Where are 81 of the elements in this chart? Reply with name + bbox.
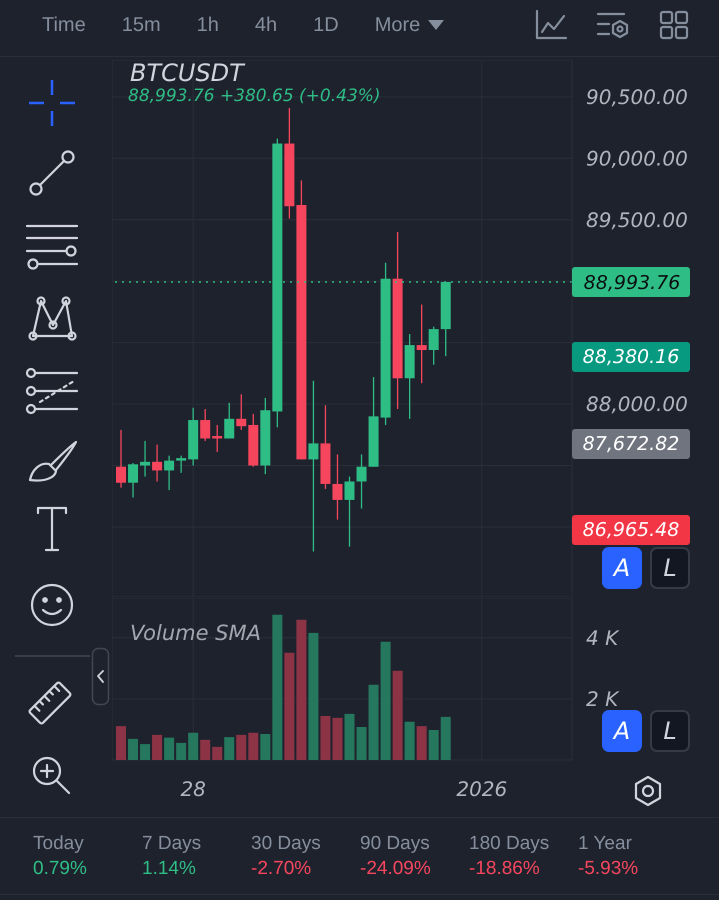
toggle-button: A [602, 710, 642, 752]
bar [380, 642, 391, 760]
bar [404, 722, 415, 760]
candlestick [200, 408, 210, 442]
candlestick [236, 394, 246, 431]
candlestick [176, 455, 186, 474]
candlestick [140, 440, 150, 478]
bar [176, 742, 186, 760]
bar [320, 716, 330, 760]
bar [440, 716, 451, 760]
bar [416, 726, 427, 760]
bar [260, 734, 270, 760]
bar [248, 732, 258, 760]
bar [224, 737, 234, 760]
toggle-button: L [650, 710, 690, 752]
category-label: 30 Days [251, 832, 321, 856]
category-label: Today [33, 832, 85, 856]
y-tick-label: 2 K [586, 686, 620, 711]
bar [332, 718, 342, 760]
bar [284, 652, 294, 760]
candlestick [308, 380, 318, 552]
candlestick [152, 444, 162, 482]
candlestick [356, 454, 367, 510]
bar [116, 726, 126, 760]
x-tick-label: 2026 [456, 777, 508, 802]
category-label: 180 Days [469, 832, 550, 856]
price-tag: 86,965.48 [572, 515, 690, 545]
data-label: 0.79% [33, 857, 87, 881]
toggle-button: L [650, 547, 690, 589]
y-tick-label: 90,500.00 [586, 84, 688, 109]
text: 88,993.76 +380.65 (+0.43%) [128, 86, 381, 106]
bar [344, 714, 355, 760]
x-tick-label: 28 [180, 777, 206, 802]
candlestick [164, 455, 174, 491]
bar [356, 726, 367, 760]
category-label: 90 Days [360, 832, 431, 856]
bar [140, 744, 150, 760]
bar [308, 632, 318, 760]
toggle-button: A [602, 547, 642, 589]
text: 1h [196, 14, 219, 36]
data-label: 1.14% [142, 857, 197, 881]
candlestick [416, 304, 427, 384]
bar [296, 620, 306, 760]
candlestick [212, 424, 222, 453]
data-label: -2.70% [251, 857, 312, 881]
candlestick [428, 326, 439, 366]
text: 4h [254, 14, 278, 36]
bar [428, 730, 439, 760]
bar [164, 738, 174, 760]
text: Time [42, 14, 86, 36]
bar [392, 670, 403, 760]
bar [128, 738, 138, 760]
bar [236, 734, 246, 760]
y-tick-label: 88,000.00 [586, 392, 688, 416]
price-tag: 87,672.82 [572, 428, 690, 458]
price-tag: 88,380.16 [572, 342, 690, 372]
text: 15m [122, 14, 161, 36]
bar [212, 746, 222, 760]
bar [200, 740, 210, 760]
data-label: -24.09% [360, 857, 431, 881]
y-tick-label: 4 K [586, 626, 620, 650]
bar [188, 732, 198, 760]
category-label: 7 Days [142, 832, 202, 856]
candlestick [224, 402, 234, 440]
data-label: -5.93% [578, 857, 638, 881]
y-tick-label: 90,000.00 [586, 146, 688, 170]
candlestick [344, 476, 355, 548]
text: 1D [313, 14, 339, 36]
candlestick [332, 454, 342, 520]
bar [272, 614, 282, 760]
bar [152, 734, 162, 760]
chart-title: BTCUSDT [130, 59, 244, 87]
data-label: -18.86% [469, 857, 541, 881]
ref-line-label: 88,993.76 [584, 272, 680, 294]
candlestick [116, 429, 126, 488]
y-tick-label: 89,500.00 [586, 208, 688, 232]
candlestick [128, 462, 138, 498]
category-label: 1 Year [578, 832, 633, 856]
text: More [374, 14, 420, 36]
text: Volume SMA [130, 620, 261, 646]
bar [368, 684, 379, 760]
